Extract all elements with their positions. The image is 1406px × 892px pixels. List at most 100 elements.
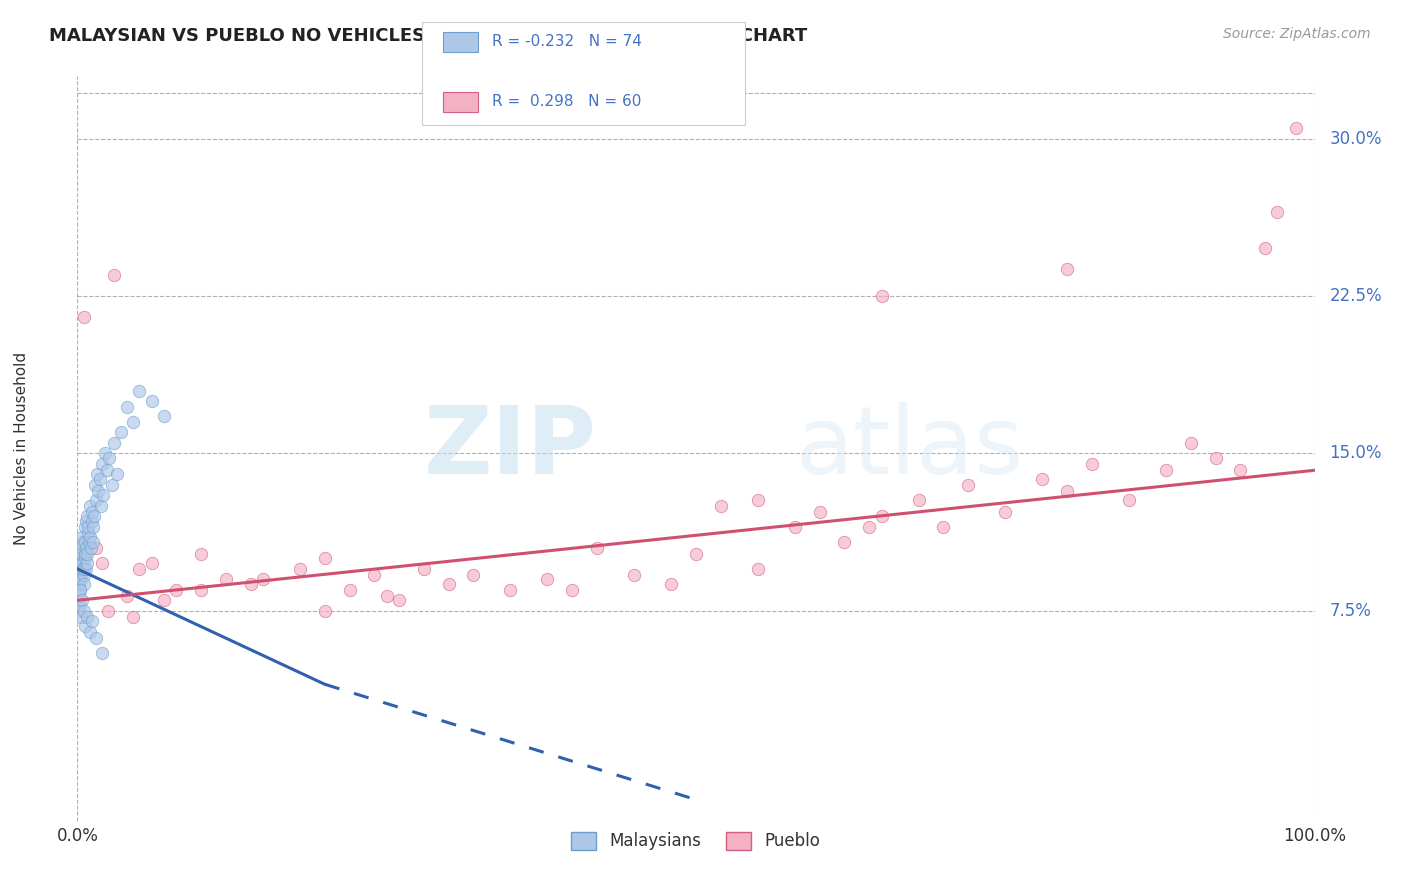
Point: [1180, 436, 1202, 450]
Point: [93, 446, 115, 460]
Point: [110, 425, 132, 440]
Point: [858, 520, 880, 534]
Point: [314, 604, 336, 618]
Point: [1031, 472, 1053, 486]
Point: [83, 478, 105, 492]
Point: [153, 593, 176, 607]
Point: [128, 562, 150, 576]
Point: [66, 568, 89, 582]
Point: [101, 478, 124, 492]
Point: [190, 547, 212, 561]
Point: [288, 562, 311, 576]
Point: [1254, 241, 1277, 255]
Point: [97, 604, 120, 618]
Point: [1081, 457, 1104, 471]
Point: [76, 556, 98, 570]
Point: [82, 534, 104, 549]
Legend: Malaysians, Pueblo: Malaysians, Pueblo: [565, 825, 827, 857]
Point: [77, 534, 100, 549]
Point: [165, 582, 187, 597]
Point: [82, 520, 104, 534]
Point: [84, 541, 107, 555]
Text: MALAYSIAN VS PUEBLO NO VEHICLES IN HOUSEHOLD CORRELATION CHART: MALAYSIAN VS PUEBLO NO VEHICLES IN HOUSE…: [49, 27, 807, 45]
Point: [141, 556, 163, 570]
Point: [870, 509, 893, 524]
Point: [72, 534, 94, 549]
Point: [82, 615, 104, 629]
Text: 15.0%: 15.0%: [1330, 444, 1382, 462]
Point: [77, 520, 100, 534]
Point: [91, 488, 114, 502]
Point: [73, 618, 96, 632]
Point: [73, 562, 96, 576]
Point: [314, 551, 336, 566]
Point: [70, 541, 93, 555]
Point: [783, 520, 806, 534]
Point: [70, 610, 93, 624]
Point: [685, 547, 707, 561]
Point: [437, 576, 460, 591]
Text: R =  0.298   N = 60: R = 0.298 N = 60: [492, 95, 641, 109]
Point: [70, 556, 93, 570]
Point: [1056, 484, 1078, 499]
Point: [69, 582, 91, 597]
Point: [67, 604, 90, 618]
Point: [75, 514, 97, 528]
Point: [73, 534, 96, 549]
Point: [67, 556, 90, 570]
Point: [73, 576, 96, 591]
Point: [76, 547, 98, 561]
Point: [67, 573, 90, 587]
Point: [72, 547, 94, 561]
Point: [90, 499, 112, 513]
Point: [710, 499, 733, 513]
Point: [75, 562, 97, 576]
Point: [957, 478, 980, 492]
Point: [190, 582, 212, 597]
Point: [75, 541, 97, 555]
Point: [84, 492, 107, 507]
Point: [122, 415, 145, 429]
Point: [363, 568, 385, 582]
Point: [499, 582, 522, 597]
Point: [747, 562, 769, 576]
Point: [87, 484, 110, 499]
Point: [412, 562, 434, 576]
Point: [388, 593, 411, 607]
Point: [79, 624, 101, 639]
Point: [76, 509, 98, 524]
Point: [252, 573, 274, 587]
Point: [69, 551, 91, 566]
Point: [375, 589, 398, 603]
Point: [122, 610, 145, 624]
Point: [70, 530, 93, 544]
Point: [75, 547, 97, 561]
Text: R = -0.232   N = 74: R = -0.232 N = 74: [492, 35, 643, 49]
Text: 30.0%: 30.0%: [1330, 129, 1382, 148]
Text: ZIP: ZIP: [425, 402, 598, 494]
Point: [66, 593, 89, 607]
Point: [69, 582, 91, 597]
Point: [79, 499, 101, 513]
Point: [72, 562, 94, 576]
Text: 0.0%: 0.0%: [56, 827, 98, 845]
Point: [808, 505, 831, 519]
Point: [1267, 205, 1289, 219]
Point: [536, 573, 558, 587]
Point: [86, 467, 108, 482]
Text: 22.5%: 22.5%: [1330, 287, 1382, 305]
Text: No Vehicles in Household: No Vehicles in Household: [14, 351, 30, 545]
Point: [98, 450, 121, 465]
Point: [69, 568, 91, 582]
Point: [72, 604, 94, 618]
Point: [80, 514, 103, 528]
Text: 100.0%: 100.0%: [1284, 827, 1346, 845]
Point: [1154, 463, 1177, 477]
Point: [115, 589, 138, 603]
Point: [870, 289, 893, 303]
Point: [659, 576, 682, 591]
Point: [105, 467, 128, 482]
Point: [76, 610, 98, 624]
Point: [747, 492, 769, 507]
Point: [115, 401, 138, 415]
